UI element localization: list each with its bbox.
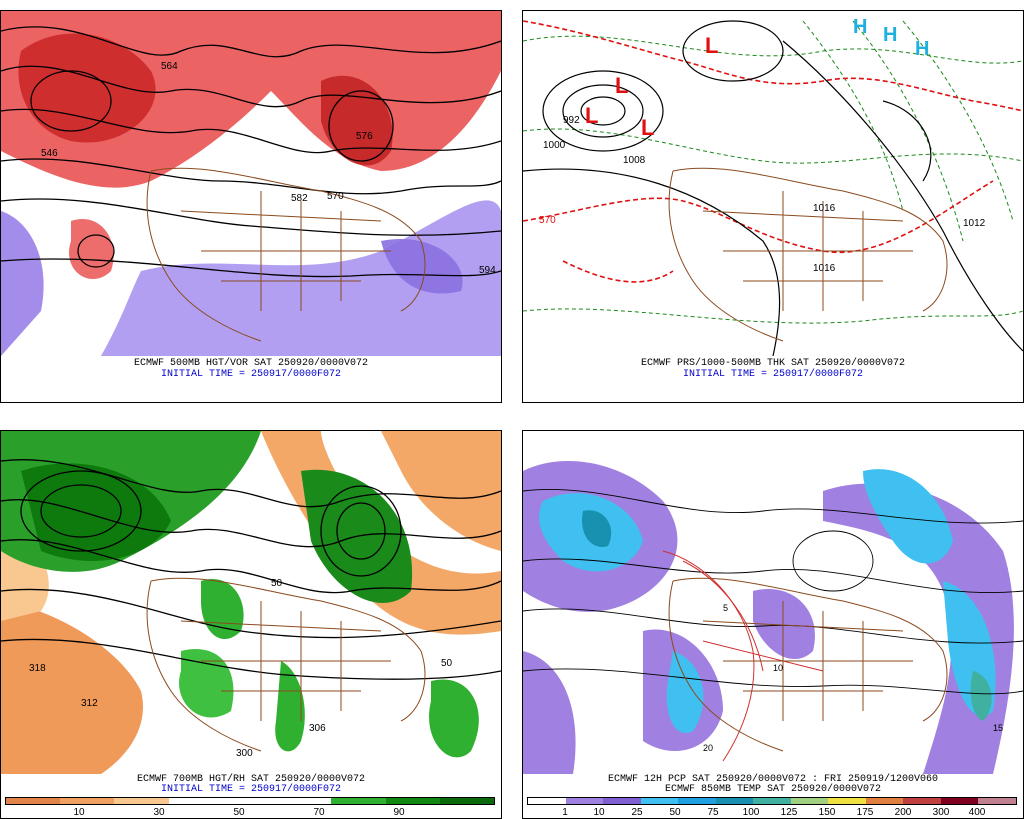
isobar-label: 1012 (963, 218, 986, 229)
colorbar-swatch (678, 798, 716, 804)
low-marker: L (585, 103, 598, 128)
precip-colorbar (527, 797, 1017, 805)
colorbar-swatch (60, 798, 115, 804)
map-precipitation: 5 10 15 20 (523, 431, 1023, 774)
low-marker: L (615, 73, 628, 98)
panel-caption: ECMWF 500MB HGT/VOR SAT 250920/0000V072 (133, 358, 369, 369)
colorbar-label: 75 (707, 807, 719, 818)
temp-label: 20 (703, 743, 713, 753)
colorbar-label: 300 (932, 807, 950, 818)
contour-label: 582 (291, 193, 308, 204)
isobar-label: 1000 (543, 140, 566, 151)
isobar-label: 1016 (813, 263, 836, 274)
colorbar-swatch (528, 798, 566, 804)
rh-colorbar (5, 797, 495, 805)
colorbar-swatch (385, 798, 440, 804)
colorbar-swatch (715, 798, 754, 804)
colorbar-label: 100 (742, 807, 760, 818)
colorbar-swatch (940, 798, 979, 804)
contour-label: 312 (81, 698, 98, 709)
panel-precip-850mb-temp: 5 10 15 20 ECMWF 12H PCP SAT 250920/0000… (522, 430, 1024, 819)
colorbar-label: 150 (818, 807, 836, 818)
contour-label: 306 (309, 723, 326, 734)
low-marker: L (705, 33, 718, 58)
contour-label: 546 (41, 148, 58, 159)
colorbar-swatch (753, 798, 791, 804)
colorbar-swatch (114, 798, 169, 804)
colorbar-label: 400 (968, 807, 986, 818)
colorbar-label: 200 (894, 807, 912, 818)
panel-500mb-hgt-vor: 564 546 582 570 594 576 ECMWF 500MB HGT/… (0, 10, 502, 403)
colorbar-label: 25 (631, 807, 643, 818)
colorbar-label: 175 (856, 807, 874, 818)
colorbar-label: 10 (593, 807, 605, 818)
contour-label: 318 (29, 663, 46, 674)
contour-label: 570 (327, 191, 344, 202)
contour-label: 564 (161, 61, 178, 72)
colorbar-swatch (903, 798, 941, 804)
panel-init-time: INITIAL TIME = 250917/0000F072 (682, 369, 864, 380)
panel-init-time: INITIAL TIME = 250917/0000F072 (160, 784, 342, 795)
colorbar-label: 90 (393, 807, 405, 818)
map-700mb-humidity: 318 312 300 306 50 50 (1, 431, 501, 774)
colorbar-swatch (439, 798, 494, 804)
colorbar-label: 30 (153, 807, 165, 818)
thickness-label: 570 (539, 215, 556, 226)
contour-label: 576 (356, 131, 373, 142)
isobar-label: 1008 (623, 155, 646, 166)
panel-700mb-hgt-rh: 318 312 300 306 50 50 ECMWF 700MB HGT/RH… (0, 430, 502, 819)
colorbar-label: 50 (669, 807, 681, 818)
map-500mb-vorticity: 564 546 582 570 594 576 (1, 11, 501, 356)
isobar-label: 992 (563, 115, 580, 126)
colorbar-swatch (168, 798, 223, 804)
panel-init-time: INITIAL TIME = 250917/0000F072 (160, 369, 342, 380)
colorbar-swatch (978, 798, 1016, 804)
panel-prs-thickness: L L L L H H H 992 1000 1008 1016 1012 57… (522, 10, 1024, 403)
high-marker: H (915, 38, 929, 60)
contour-label: 300 (236, 748, 253, 759)
temp-label: 10 (773, 663, 783, 673)
contour-label: 50 (271, 578, 283, 589)
high-marker: H (883, 24, 897, 46)
contour-label: 594 (479, 265, 496, 276)
temp-label: 5 (723, 603, 728, 613)
colorbar-swatch (565, 798, 604, 804)
colorbar-label: 1 (562, 807, 568, 818)
colorbar-swatch (603, 798, 641, 804)
colorbar-label: 50 (233, 807, 245, 818)
map-pressure-thickness: L L L L H H H 992 1000 1008 1016 1012 57… (523, 11, 1023, 356)
temp-label: 15 (993, 723, 1003, 733)
colorbar-swatch (222, 798, 278, 804)
colorbar-swatch (6, 798, 61, 804)
panel-caption: ECMWF 12H PCP SAT 250920/0000V072 : FRI … (607, 774, 939, 785)
contour-label: 50 (441, 658, 453, 669)
colorbar-swatch (865, 798, 904, 804)
colorbar-swatch (331, 798, 386, 804)
isobar-label: 1016 (813, 203, 836, 214)
panel-caption: ECMWF 700MB HGT/RH SAT 250920/0000V072 (136, 774, 366, 785)
low-marker: L (641, 115, 654, 140)
colorbar-label: 125 (780, 807, 798, 818)
colorbar-swatch (277, 798, 332, 804)
colorbar-swatch (640, 798, 679, 804)
colorbar-swatch (828, 798, 866, 804)
panel-caption-2: ECMWF 850MB TEMP SAT 250920/0000V072 (664, 784, 882, 795)
colorbar-label: 10 (73, 807, 85, 818)
high-marker: H (853, 16, 867, 38)
panel-caption: ECMWF PRS/1000-500MB THK SAT 250920/0000… (640, 358, 906, 369)
colorbar-swatch (790, 798, 829, 804)
colorbar-label: 70 (313, 807, 325, 818)
